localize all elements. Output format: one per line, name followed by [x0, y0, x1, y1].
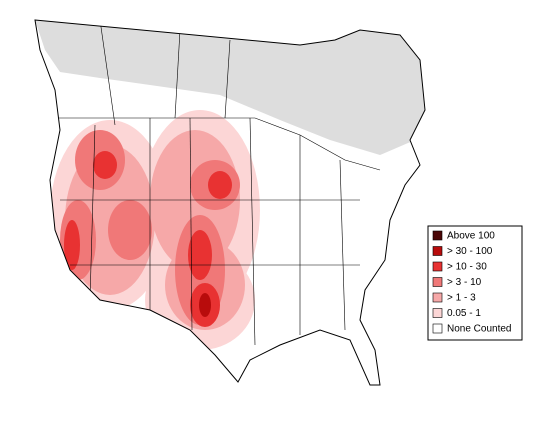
legend-label: > 30 - 100 [447, 246, 493, 257]
abundance-shading [50, 110, 260, 350]
legend-swatch [432, 246, 443, 256]
coastline [34, 19, 426, 386]
legend-label: 0.05 - 1 [447, 308, 481, 319]
none-counted-region [35, 20, 425, 155]
legend-box [427, 225, 523, 341]
legend-swatch [432, 308, 443, 318]
legend-label: None Counted [447, 324, 512, 335]
legend-label: Above 100 [447, 231, 495, 242]
legend-swatch [432, 261, 443, 272]
legend-label: > 10 - 30 [447, 262, 487, 273]
legend-swatch [432, 277, 443, 287]
legend-swatch [432, 230, 443, 241]
boundaries [58, 20, 381, 346]
legend: Above 100 > 30 - 100 > 10 - 30 > 3 - 10 > 1 … [427, 225, 523, 341]
legend-swatch [432, 323, 443, 334]
legend-swatch [432, 292, 443, 303]
legend-label: > 3 - 10 [447, 277, 482, 288]
legend-label: > 1 - 3 [447, 293, 476, 304]
